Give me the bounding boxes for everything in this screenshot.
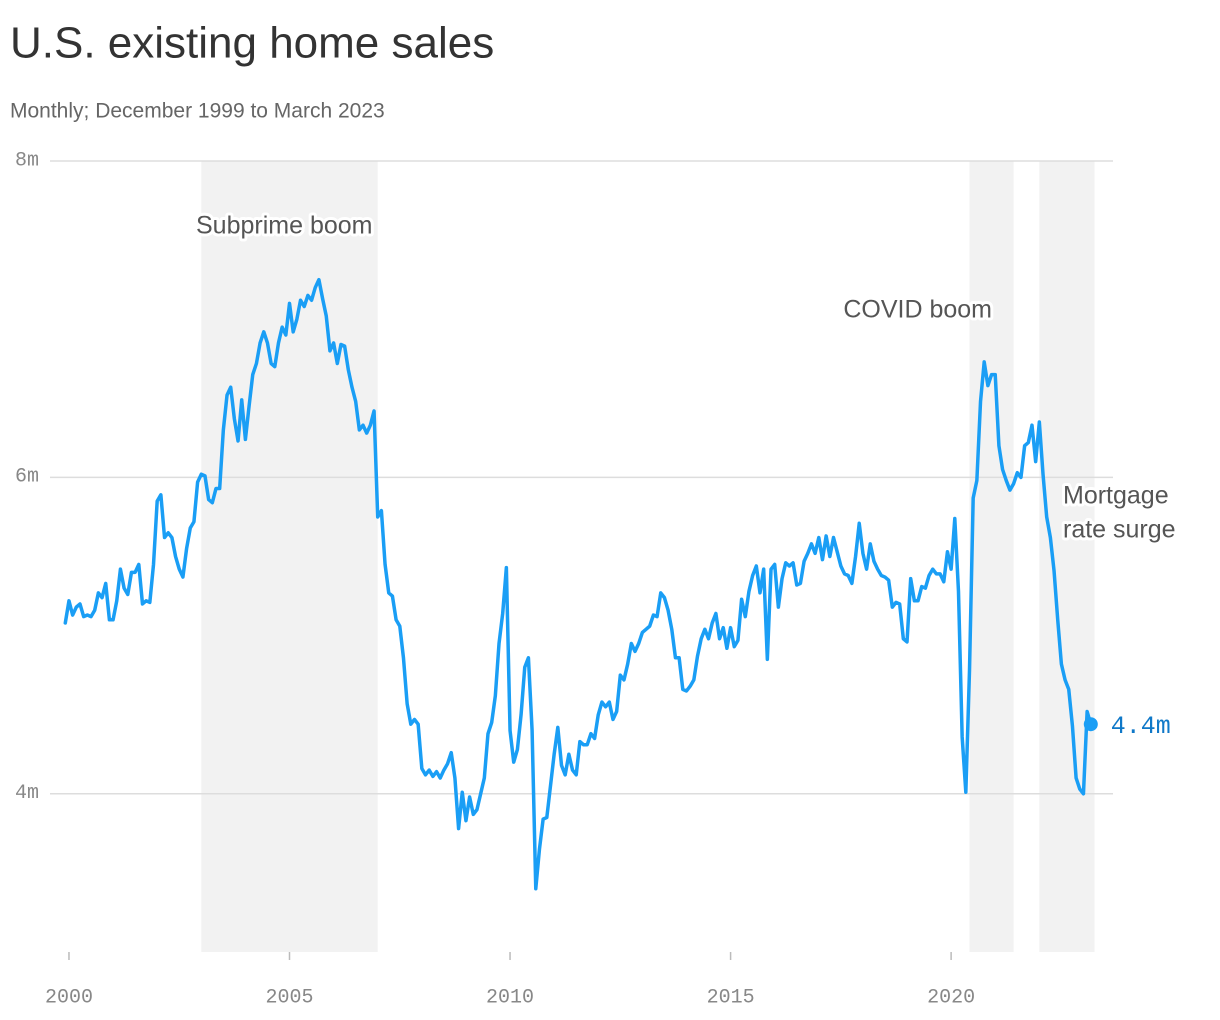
- annotations: Subprime boom COVID boom Mortgage rate surg…: [193, 209, 1179, 741]
- chart-title: U.S. existing home sales: [10, 19, 494, 68]
- plot: [63, 277, 1098, 891]
- shaded-period: [1039, 161, 1095, 952]
- y-tick-label: 6m: [15, 466, 39, 489]
- period-label: Subprime boom: [196, 212, 372, 240]
- x-tick-label: 2015: [707, 986, 755, 1009]
- x-tick-label: 2010: [486, 986, 534, 1009]
- chart-subtitle: Monthly; December 1999 to March 2023: [10, 100, 385, 123]
- x-tick-label: 2005: [265, 986, 313, 1009]
- series-line: [63, 277, 1093, 891]
- shaded-periods: [201, 161, 1095, 952]
- end-label: 4.4m: [1111, 712, 1171, 741]
- shaded-period: [201, 161, 378, 952]
- end-point: [1083, 717, 1098, 732]
- period-label: COVID boom: [843, 296, 992, 324]
- grid: 4m 6m 8m 2000 2005 2010 2015 2020: [15, 149, 1113, 1009]
- x-tick-label: 2020: [927, 986, 975, 1009]
- shaded-period: [969, 161, 1014, 952]
- y-tick-label: 4m: [15, 782, 39, 805]
- y-tick-label: 8m: [15, 149, 39, 172]
- x-tick-label: 2000: [45, 986, 93, 1009]
- period-label: rate surge: [1063, 516, 1176, 544]
- period-label: Mortgage: [1063, 482, 1169, 510]
